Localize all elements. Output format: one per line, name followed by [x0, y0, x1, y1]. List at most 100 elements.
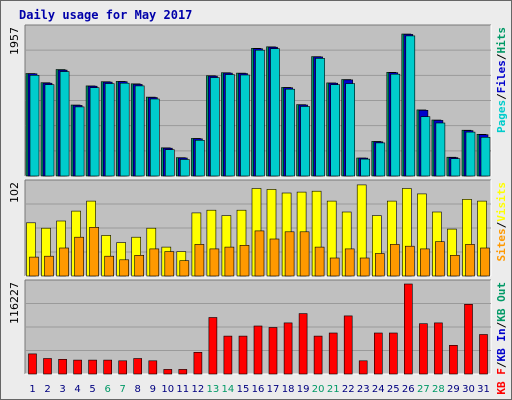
kbytes-bar-kb-f: [43, 358, 52, 375]
visits-sites-panel: 102 Sites/Visits: [8, 179, 508, 277]
legend-separator: /: [495, 221, 508, 228]
hits-files-pages-bar-pages: [360, 158, 371, 177]
hits-files-pages-bar-pages: [255, 49, 265, 177]
x-tick-label: 9: [150, 384, 156, 395]
visits-sites-bar-sites: [435, 241, 445, 277]
visits-sites-scale-label: 102: [8, 182, 21, 203]
hits-files-pages-bar-pages: [465, 131, 476, 177]
visits-sites-bar-sites: [329, 257, 340, 277]
x-tick-label: 15: [237, 384, 250, 395]
kbytes-bar-kb-f: [208, 317, 218, 375]
visits-sites-bar-sites: [119, 259, 129, 277]
kbytes-scale-label: 116227: [8, 282, 21, 324]
hits-files-pages-bar-pages: [420, 116, 431, 177]
visits-sites-bar-sites: [374, 253, 385, 277]
hits-files-pages-bar-pages: [345, 83, 356, 177]
legend-item-hits: Hits: [495, 27, 508, 54]
hits-files-pages-bar-pages: [89, 87, 100, 177]
kbytes-bar-kb-f: [343, 315, 353, 375]
visits-sites-bar-sites: [104, 255, 114, 277]
visits-sites-bar-sites: [314, 246, 325, 277]
hits-files-pages-bar-pages: [300, 106, 310, 177]
x-tick-label: 19: [297, 384, 310, 395]
visits-sites-bar-sites: [134, 255, 144, 277]
x-tick-label: 23: [357, 384, 370, 395]
visits-sites-bar-sites: [89, 227, 99, 277]
x-tick-label: 11: [176, 384, 189, 395]
kbytes-bar-kb-f: [193, 351, 203, 375]
x-tick-label: 5: [89, 384, 95, 395]
hits-files-pages-bar-pages: [150, 98, 160, 177]
kbytes-bar-kb-f: [449, 344, 458, 375]
visits-sites-bar-sites: [44, 255, 54, 277]
kbytes-bar-kb-f: [479, 334, 488, 375]
x-tick-label: 8: [135, 384, 141, 395]
visits-sites-bar-sites: [284, 231, 295, 277]
visits-sites-bar-sites: [299, 231, 310, 277]
visits-sites-bar-sites: [224, 246, 235, 277]
visits-sites-bar-sites: [465, 244, 475, 277]
hits-files-pages-bar-pages: [74, 106, 85, 177]
hits-files-pages-bar-pages: [180, 159, 190, 177]
hits-files-pages-bar-pages: [285, 88, 295, 177]
visits-sites-bar-sites: [74, 236, 84, 277]
hits-files-pages-bar-pages: [44, 84, 55, 177]
x-tick-label: 20: [312, 384, 325, 395]
x-tick-label: 29: [447, 384, 460, 395]
kbytes-bar-kb-f: [223, 335, 233, 375]
x-tick-label: 25: [387, 384, 400, 395]
x-tick-label: 18: [282, 384, 295, 395]
legend-item-kb-f: KB F: [495, 368, 508, 395]
kbytes-bar-kb-f: [328, 332, 338, 375]
hits-files-pages-bar-pages: [240, 74, 250, 177]
visits-sites-bar-sites: [450, 255, 460, 277]
kbytes-bar-kb-f: [178, 369, 188, 375]
hits-files-pages-bar-pages: [210, 77, 220, 177]
legend-item-visits: Visits: [495, 182, 508, 222]
x-tick-label: 4: [74, 384, 80, 395]
x-tick-label: 26: [402, 384, 415, 395]
hits-files-pages-bar-pages: [165, 149, 175, 177]
x-tick-label: 16: [252, 384, 265, 395]
legend-item-files: Files: [495, 60, 508, 93]
visits-sites-bar-sites: [209, 248, 220, 277]
hits-files-pages-bar-pages: [119, 82, 130, 177]
visits-sites-bar-sites: [420, 248, 430, 277]
visits-sites-legend: Sites/Visits: [495, 182, 508, 262]
hits-files-pages-bar-pages: [435, 122, 446, 177]
kbytes-bar-kb-f: [419, 323, 428, 375]
kbytes-bar-kb-f: [118, 360, 127, 375]
hits-files-pages-scale-label: 1957: [8, 27, 21, 55]
hits-files-pages-bar-pages: [195, 140, 205, 177]
kbytes-bar-kb-f: [133, 358, 142, 375]
visits-sites-bar-sites: [179, 260, 190, 277]
hits-files-pages-bar-pages: [450, 158, 461, 177]
visits-sites-bar-sites: [344, 248, 355, 277]
x-tick-label: 28: [432, 384, 445, 395]
kbytes-bar-kb-f: [358, 360, 368, 375]
visits-sites-bar-sites: [269, 238, 280, 277]
kbytes-bar-kb-f: [88, 359, 97, 375]
x-tick-label: 3: [59, 384, 65, 395]
x-tick-label: 10: [161, 384, 174, 395]
visits-sites-bar-sites: [359, 257, 370, 277]
legend-separator: /: [495, 321, 508, 328]
legend-item-kb-in: KB In: [495, 328, 508, 361]
kbytes-legend: KB F/KB In/KB Out: [495, 282, 508, 395]
hits-files-pages-bar-pages: [405, 35, 416, 177]
visits-sites-bar-sites: [389, 244, 400, 277]
visits-sites-bar-sites: [29, 256, 39, 277]
x-tick-label: 21: [327, 384, 340, 395]
visits-sites-bar-sites: [149, 248, 160, 277]
visits-sites-bar-sites: [239, 245, 250, 277]
kbytes-bar-kb-f: [373, 332, 383, 375]
legend-item-kb-out: KB Out: [495, 282, 508, 322]
kbytes-bar-kb-f: [103, 359, 112, 375]
hits-files-pages-bar-pages: [330, 84, 341, 177]
legend-separator: /: [495, 53, 508, 60]
visits-sites-bar-sites: [164, 251, 175, 277]
hits-files-pages-bar-pages: [270, 48, 280, 177]
visits-sites-bar-sites: [254, 230, 265, 277]
x-tick-label: 31: [477, 384, 490, 395]
